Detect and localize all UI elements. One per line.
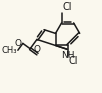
Text: NH: NH <box>61 51 74 60</box>
Text: Cl: Cl <box>68 56 78 66</box>
Text: Cl: Cl <box>62 2 72 12</box>
Text: O: O <box>33 45 40 54</box>
Text: O: O <box>14 39 21 48</box>
Text: CH₃: CH₃ <box>1 46 17 55</box>
